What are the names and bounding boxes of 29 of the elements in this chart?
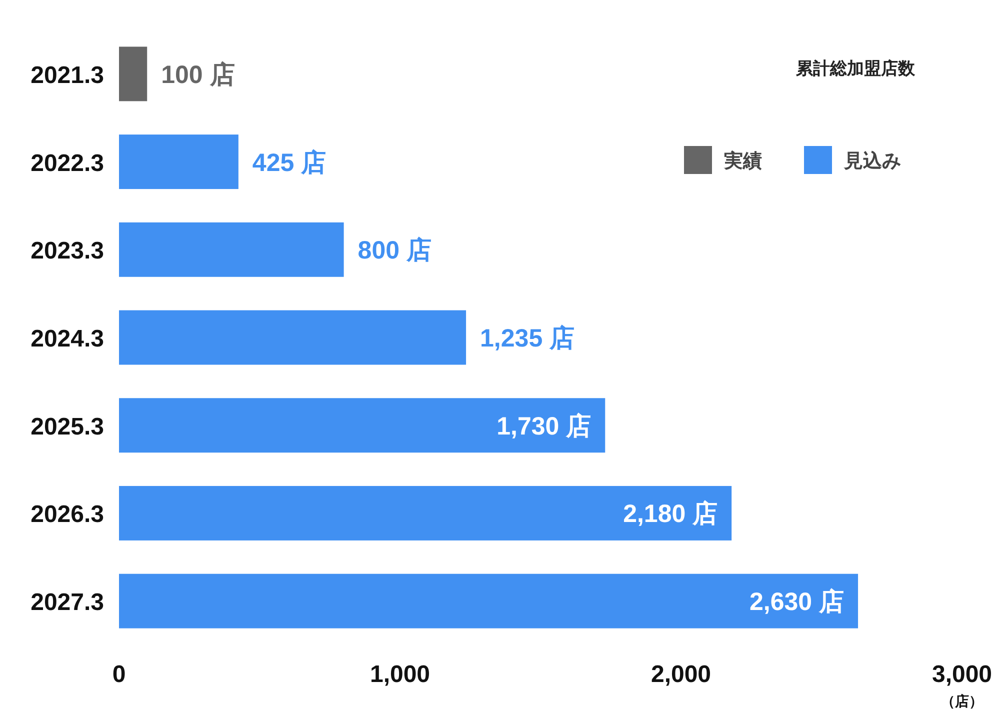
x-tick-label: 0: [112, 661, 126, 688]
x-tick-label: 2,000: [650, 661, 712, 688]
data-label: 425 店: [252, 148, 326, 177]
data-label: 2,630 店: [750, 588, 844, 616]
y-tick-label: 2023.3: [30, 238, 104, 265]
y-tick-label: 2027.3: [30, 589, 104, 616]
x-axis-title: （店）: [941, 693, 983, 709]
x-tick-label: 3,000: [932, 661, 992, 688]
bar: [119, 222, 344, 277]
bar: [119, 574, 858, 628]
bar: [119, 134, 238, 190]
bar: [119, 310, 466, 365]
legend-label: 実績: [723, 150, 762, 172]
y-tick-label: 2021.3: [30, 62, 104, 89]
data-label: 800 店: [358, 236, 432, 265]
y-tick-label: 2025.3: [30, 413, 104, 440]
data-label: 1,730 店: [496, 412, 592, 440]
bar: [119, 486, 732, 540]
x-tick-label: 1,000: [370, 661, 430, 688]
data-label: 2,180 店: [623, 500, 718, 528]
y-tick-label: 2022.3: [30, 150, 104, 177]
y-tick-label: 2024.3: [30, 326, 104, 352]
legend-label: 見込み: [843, 150, 901, 172]
legend-title: 累計総加盟店数: [795, 59, 916, 78]
data-label: 1,235 店: [480, 324, 575, 352]
bar: [119, 398, 606, 453]
data-label: 100 店: [161, 60, 235, 89]
bar: [119, 46, 148, 102]
y-tick-label: 2026.3: [30, 501, 104, 528]
